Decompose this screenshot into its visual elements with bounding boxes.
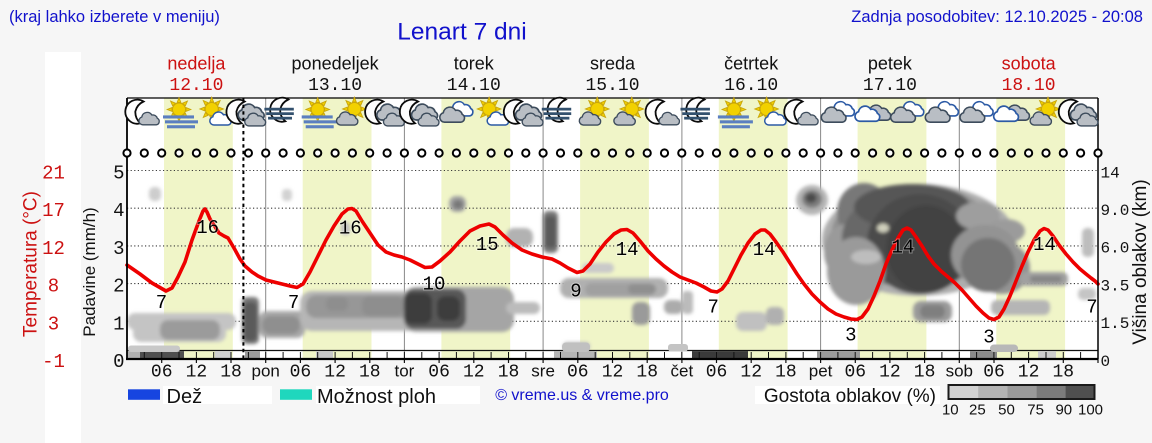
svg-text:18: 18 — [636, 363, 658, 383]
svg-text:12: 12 — [42, 238, 65, 260]
svg-text:18: 18 — [914, 363, 936, 383]
svg-text:9: 9 — [570, 280, 581, 302]
svg-text:12: 12 — [740, 363, 762, 383]
svg-text:14.10: 14.10 — [447, 76, 501, 96]
svg-text:1: 1 — [113, 313, 124, 335]
svg-text:(kraj lahko izberete v meniju): (kraj lahko izberete v meniju) — [9, 8, 220, 26]
svg-text:Zadnja posodobitev: 12.10.2025: Zadnja posodobitev: 12.10.2025 - 20:08 — [851, 8, 1143, 26]
svg-text:12: 12 — [186, 363, 208, 383]
svg-text:petek: petek — [868, 54, 913, 74]
svg-text:9.0: 9.0 — [1101, 202, 1130, 220]
svg-text:06: 06 — [428, 363, 450, 383]
svg-text:06: 06 — [844, 363, 866, 383]
svg-text:16: 16 — [196, 217, 219, 239]
svg-text:Padavine (mm/h): Padavine (mm/h) — [80, 207, 99, 336]
svg-text:18: 18 — [359, 363, 381, 383]
svg-text:2: 2 — [113, 276, 124, 298]
svg-text:21: 21 — [42, 163, 65, 185]
svg-text:18: 18 — [220, 363, 242, 383]
svg-text:12: 12 — [879, 363, 901, 383]
svg-text:16.10: 16.10 — [724, 76, 778, 96]
svg-text:ponedeljek: ponedeljek — [292, 54, 380, 74]
svg-text:12: 12 — [463, 363, 485, 383]
svg-text:14: 14 — [1101, 164, 1120, 182]
svg-text:Temperatura (°C): Temperatura (°C) — [21, 191, 42, 337]
svg-text:50: 50 — [998, 402, 1015, 419]
svg-text:5: 5 — [113, 163, 124, 185]
svg-text:10: 10 — [942, 402, 959, 419]
svg-text:18.10: 18.10 — [1002, 76, 1056, 96]
svg-text:Gostota oblakov (%): Gostota oblakov (%) — [764, 386, 936, 407]
svg-text:© vreme.us & vreme.pro: © vreme.us & vreme.pro — [495, 387, 669, 404]
svg-text:Dež: Dež — [167, 386, 203, 408]
svg-text:25: 25 — [969, 402, 986, 419]
svg-text:100: 100 — [1078, 402, 1103, 419]
svg-text:90: 90 — [1055, 402, 1072, 419]
svg-text:14: 14 — [891, 237, 914, 259]
svg-text:4: 4 — [113, 200, 124, 222]
svg-text:12: 12 — [1018, 363, 1040, 383]
svg-text:Lenart 7 dni: Lenart 7 dni — [397, 19, 526, 46]
svg-text:18: 18 — [775, 363, 797, 383]
svg-text:pon: pon — [252, 362, 280, 381]
svg-text:13.10: 13.10 — [308, 76, 362, 96]
svg-text:14: 14 — [1033, 234, 1056, 256]
svg-text:12: 12 — [602, 363, 624, 383]
svg-text:čet: čet — [671, 362, 694, 381]
svg-text:8: 8 — [48, 276, 59, 298]
svg-text:06: 06 — [151, 363, 173, 383]
svg-text:12: 12 — [324, 363, 346, 383]
svg-text:-1: -1 — [42, 351, 65, 373]
svg-text:15.10: 15.10 — [585, 76, 639, 96]
svg-text:15: 15 — [476, 234, 499, 256]
svg-text:18: 18 — [1052, 363, 1074, 383]
svg-text:torek: torek — [454, 54, 495, 74]
svg-text:75: 75 — [1027, 402, 1044, 419]
svg-text:0: 0 — [113, 351, 124, 373]
svg-text:16: 16 — [339, 218, 362, 240]
svg-text:1.5: 1.5 — [1101, 315, 1130, 333]
svg-text:6.0: 6.0 — [1101, 240, 1130, 258]
svg-text:06: 06 — [983, 363, 1005, 383]
svg-text:nedelja: nedelja — [167, 54, 226, 74]
svg-text:3: 3 — [845, 324, 856, 346]
svg-text:10: 10 — [423, 274, 446, 296]
svg-text:3: 3 — [113, 238, 124, 260]
svg-text:17: 17 — [42, 200, 65, 222]
svg-text:pet: pet — [809, 362, 833, 381]
svg-text:7: 7 — [156, 292, 167, 314]
svg-text:sre: sre — [531, 362, 555, 381]
svg-text:sobota: sobota — [1002, 54, 1057, 74]
svg-text:14: 14 — [753, 239, 776, 261]
svg-text:četrtek: četrtek — [724, 54, 779, 74]
svg-text:06: 06 — [567, 363, 589, 383]
svg-text:06: 06 — [706, 363, 728, 383]
svg-text:0: 0 — [1101, 353, 1111, 371]
svg-text:7: 7 — [1086, 297, 1097, 319]
svg-text:3.5: 3.5 — [1101, 277, 1130, 295]
svg-text:Višina oblakov (km): Višina oblakov (km) — [1130, 179, 1151, 344]
svg-text:sreda: sreda — [590, 54, 636, 74]
svg-text:3: 3 — [48, 313, 59, 335]
svg-text:06: 06 — [290, 363, 312, 383]
svg-text:sob: sob — [946, 362, 973, 381]
svg-text:3: 3 — [983, 327, 994, 349]
svg-text:14: 14 — [616, 239, 639, 261]
svg-text:Možnost ploh: Možnost ploh — [317, 386, 436, 408]
svg-text:18: 18 — [498, 363, 520, 383]
svg-text:17.10: 17.10 — [863, 76, 917, 96]
svg-text:12.10: 12.10 — [169, 76, 223, 96]
svg-text:7: 7 — [707, 297, 718, 319]
svg-text:tor: tor — [394, 362, 414, 381]
svg-text:7: 7 — [288, 292, 299, 314]
